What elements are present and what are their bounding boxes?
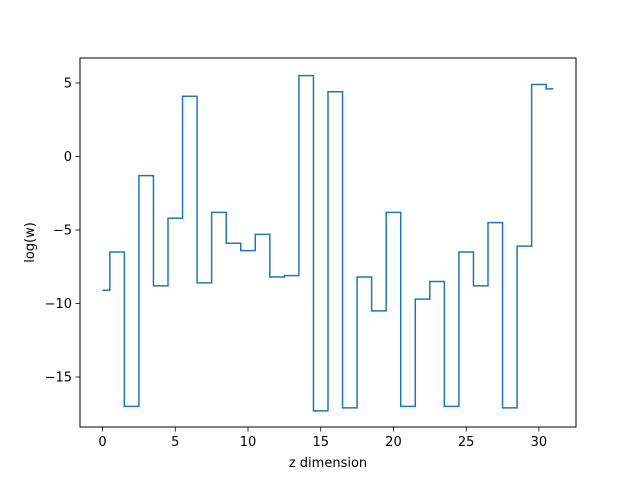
y-tick-label: −10 [45, 297, 72, 312]
y-tick-label: 5 [64, 76, 72, 91]
x-tick-label: 5 [171, 435, 179, 450]
x-tick-label: 10 [240, 435, 257, 450]
axes-frame [79, 57, 577, 428]
series-line-0 [102, 74, 554, 412]
y-tick-label: 0 [64, 150, 72, 165]
x-tick-label: 15 [312, 435, 329, 450]
x-axis-ticks: 0 5 10 15 20 25 30 [98, 427, 547, 450]
x-tick-label: 30 [531, 435, 548, 450]
y-axis-label: log(w) [23, 222, 38, 263]
x-tick-label: 20 [385, 435, 402, 450]
x-axis-label: z dimension [289, 456, 367, 471]
y-axis-ticks: 5 0 −5 −10 −15 [45, 76, 80, 386]
y-tick-label: −5 [53, 224, 72, 239]
x-tick-label: 25 [458, 435, 475, 450]
plot-layer [102, 74, 554, 412]
x-tick-label: 0 [98, 435, 106, 450]
y-tick-label: −15 [45, 371, 72, 386]
